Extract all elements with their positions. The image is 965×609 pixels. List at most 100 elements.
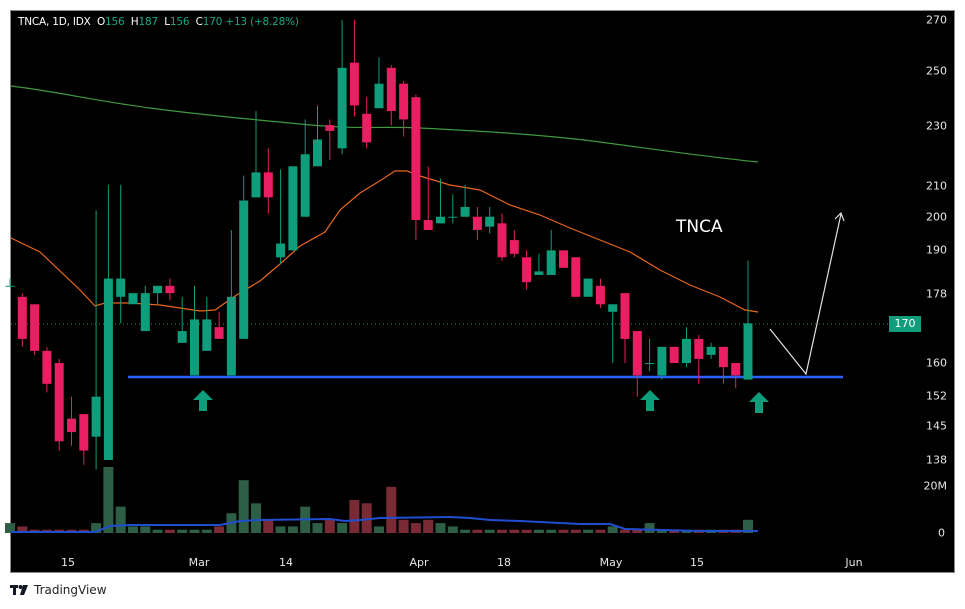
candle	[460, 206, 470, 217]
projection-arrowhead-icon	[834, 211, 845, 222]
volume-bar	[546, 529, 557, 533]
low-value: 156	[169, 16, 190, 28]
brand-logo[interactable]: TradingView	[10, 583, 107, 597]
candle	[17, 296, 27, 339]
volume-tick: 20M	[923, 479, 948, 493]
up-arrow-icon	[749, 392, 769, 413]
candle	[731, 363, 741, 376]
candle	[399, 83, 409, 120]
candle	[657, 346, 667, 376]
volume-bar	[115, 506, 126, 533]
volume-bar	[472, 529, 483, 533]
candle	[128, 293, 138, 305]
candle	[509, 240, 519, 254]
open-value: 156	[105, 16, 125, 28]
candle	[583, 278, 593, 297]
candle	[214, 327, 224, 339]
close-value: 170	[202, 16, 223, 28]
volume-bar	[152, 529, 163, 533]
price-tick: 160	[926, 356, 947, 370]
volume-bar	[533, 529, 544, 533]
candle	[559, 250, 568, 268]
volume-bar	[189, 529, 200, 533]
candle	[423, 220, 433, 230]
candle	[202, 319, 212, 351]
symbol-title: TNCA, 1D, IDX	[18, 16, 91, 28]
brand-name: TradingView	[34, 583, 107, 597]
symbol-legend: TNCA, 1D, IDX O156 H187 L156 C170 +13 (+…	[18, 16, 299, 28]
volume-bar	[620, 529, 630, 533]
candle	[177, 331, 187, 343]
volume-bar	[128, 526, 138, 533]
volume-bar	[423, 519, 434, 533]
price-tick: 145	[926, 419, 947, 433]
volume-bar	[386, 486, 397, 533]
price-tick: 230	[926, 119, 947, 133]
chart-annotation[interactable]: TNCA	[676, 217, 723, 237]
volume-bar	[5, 523, 15, 533]
time-tick: 14	[279, 556, 293, 569]
candle	[620, 293, 630, 339]
projection-path[interactable]	[769, 213, 842, 376]
candle	[226, 296, 236, 376]
time-tick: Jun	[845, 556, 863, 569]
candle	[718, 346, 728, 368]
volume-bar	[251, 503, 261, 533]
candle	[386, 67, 396, 112]
volume-bar	[91, 523, 102, 533]
volume-bar	[361, 503, 372, 533]
volume-bar	[656, 529, 667, 533]
volume-bar	[374, 526, 384, 533]
volume-bar	[669, 529, 680, 533]
candle	[645, 363, 655, 365]
candle	[5, 285, 15, 287]
price-tick: 138	[926, 453, 947, 467]
volume-bar	[324, 519, 335, 533]
volume-bar	[164, 529, 175, 533]
last-price-badge: 170	[889, 316, 921, 332]
up-arrow-icon	[193, 390, 213, 411]
volume-bar	[484, 529, 495, 533]
price-tick: 250	[926, 64, 947, 78]
price-tick: 210	[926, 179, 947, 193]
candle	[30, 304, 40, 351]
candle	[522, 257, 532, 283]
long-ma-line	[10, 85, 759, 163]
candle	[374, 83, 384, 109]
candle	[497, 223, 507, 258]
candle	[595, 285, 605, 305]
high-value: 187	[138, 16, 158, 28]
volume-bar	[238, 480, 249, 533]
candle	[546, 250, 556, 275]
candle	[485, 216, 495, 227]
volume-bar	[275, 526, 286, 533]
volume-bar	[312, 523, 323, 533]
volume-bar	[263, 519, 274, 533]
candle	[165, 285, 175, 294]
volume-bar	[521, 529, 532, 533]
candle	[669, 346, 679, 364]
candle	[448, 216, 458, 218]
volume-ma-line	[11, 515, 758, 533]
candle	[300, 154, 310, 217]
candle	[632, 331, 642, 376]
volume-bar	[509, 529, 520, 533]
volume-bar	[177, 529, 188, 533]
candle	[534, 271, 544, 275]
candle	[91, 396, 101, 437]
candle	[42, 350, 52, 384]
candle	[682, 338, 691, 364]
candlestick-series	[5, 20, 753, 470]
candle	[706, 346, 716, 355]
price-tick: 200	[926, 210, 947, 224]
volume-bar	[287, 526, 298, 533]
up-arrow-icon	[640, 390, 660, 411]
tradingview-logo-icon	[10, 585, 28, 595]
volume-bar	[349, 500, 360, 533]
candle	[337, 67, 347, 149]
candle	[190, 319, 199, 376]
candle	[325, 125, 335, 131]
volume-bar	[607, 526, 618, 533]
candle	[743, 323, 753, 380]
